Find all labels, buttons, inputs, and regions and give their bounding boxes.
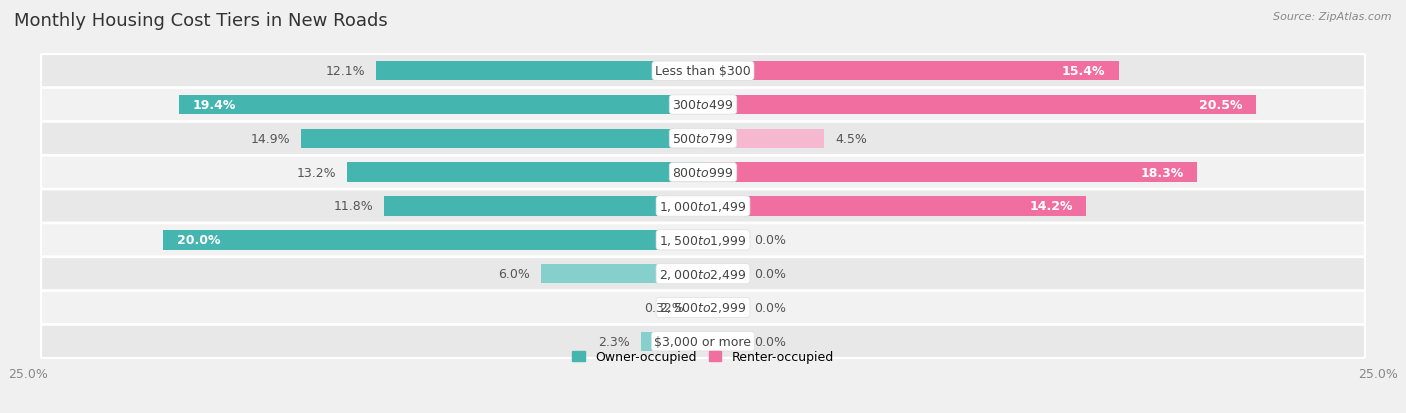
- FancyBboxPatch shape: [41, 89, 1365, 122]
- FancyBboxPatch shape: [41, 224, 1365, 257]
- Text: 0.32%: 0.32%: [644, 301, 683, 314]
- Text: $1,500 to $1,999: $1,500 to $1,999: [659, 233, 747, 247]
- Bar: [377, 62, 703, 81]
- Text: 20.0%: 20.0%: [177, 234, 221, 247]
- Bar: [163, 230, 703, 250]
- Text: 13.2%: 13.2%: [297, 166, 336, 179]
- Text: 12.1%: 12.1%: [326, 65, 366, 78]
- Text: 0.0%: 0.0%: [754, 234, 786, 247]
- Bar: [641, 332, 703, 351]
- Bar: [703, 230, 744, 250]
- Bar: [695, 298, 703, 318]
- Text: $1,000 to $1,499: $1,000 to $1,499: [659, 199, 747, 214]
- Text: 20.5%: 20.5%: [1199, 99, 1243, 112]
- Bar: [347, 163, 703, 183]
- Text: 4.5%: 4.5%: [835, 133, 868, 145]
- Text: $2,000 to $2,499: $2,000 to $2,499: [659, 267, 747, 281]
- Text: 14.9%: 14.9%: [250, 133, 290, 145]
- Text: 14.2%: 14.2%: [1029, 200, 1073, 213]
- FancyBboxPatch shape: [41, 123, 1365, 156]
- Text: 15.4%: 15.4%: [1062, 65, 1105, 78]
- Text: $2,500 to $2,999: $2,500 to $2,999: [659, 301, 747, 315]
- Text: $500 to $799: $500 to $799: [672, 133, 734, 145]
- Text: Source: ZipAtlas.com: Source: ZipAtlas.com: [1274, 12, 1392, 22]
- FancyBboxPatch shape: [41, 291, 1365, 324]
- Text: Monthly Housing Cost Tiers in New Roads: Monthly Housing Cost Tiers in New Roads: [14, 12, 388, 30]
- FancyBboxPatch shape: [41, 190, 1365, 223]
- FancyBboxPatch shape: [41, 55, 1365, 88]
- Bar: [703, 163, 1197, 183]
- Text: 0.0%: 0.0%: [754, 335, 786, 348]
- Bar: [301, 129, 703, 149]
- Text: $3,000 or more: $3,000 or more: [655, 335, 751, 348]
- FancyBboxPatch shape: [41, 257, 1365, 290]
- Bar: [703, 62, 1119, 81]
- Bar: [384, 197, 703, 216]
- Text: $300 to $499: $300 to $499: [672, 99, 734, 112]
- Text: 11.8%: 11.8%: [333, 200, 374, 213]
- Bar: [541, 264, 703, 284]
- Legend: Owner-occupied, Renter-occupied: Owner-occupied, Renter-occupied: [572, 351, 834, 363]
- Text: $800 to $999: $800 to $999: [672, 166, 734, 179]
- Bar: [703, 264, 744, 284]
- Text: 0.0%: 0.0%: [754, 268, 786, 280]
- Text: 0.0%: 0.0%: [754, 301, 786, 314]
- Bar: [180, 95, 703, 115]
- Bar: [703, 298, 744, 318]
- Bar: [703, 129, 824, 149]
- FancyBboxPatch shape: [41, 325, 1365, 358]
- Text: 18.3%: 18.3%: [1140, 166, 1184, 179]
- Text: 19.4%: 19.4%: [193, 99, 236, 112]
- Text: 6.0%: 6.0%: [498, 268, 530, 280]
- Bar: [703, 332, 744, 351]
- Bar: [703, 197, 1087, 216]
- Bar: [703, 95, 1257, 115]
- Text: 2.3%: 2.3%: [599, 335, 630, 348]
- FancyBboxPatch shape: [41, 156, 1365, 189]
- Text: Less than $300: Less than $300: [655, 65, 751, 78]
